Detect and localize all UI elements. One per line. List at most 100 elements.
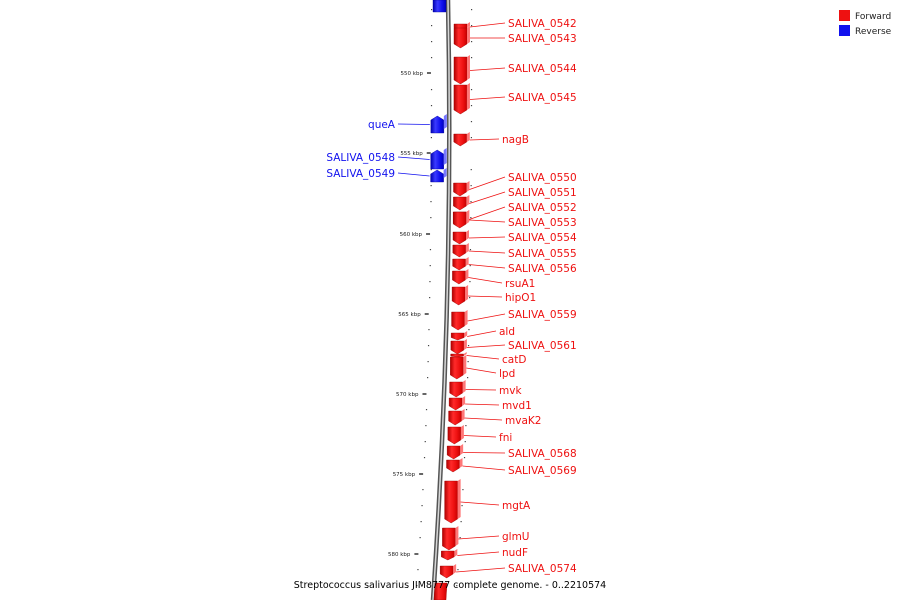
minor-tick (467, 361, 469, 363)
minor-tick (429, 281, 431, 283)
gene-saliva_0548-shape[interactable] (430, 149, 444, 170)
gene-fni-side (460, 425, 464, 440)
minor-tick (416, 585, 418, 587)
gene-fni-shape[interactable] (447, 426, 462, 445)
gene-saliva_0549-shape[interactable] (430, 169, 444, 183)
gene-rsua1-shape[interactable] (452, 270, 466, 285)
gene-saliva_0559-shape[interactable] (451, 311, 465, 331)
minor-tick (420, 521, 422, 523)
gene-saliva_0544-shape[interactable] (453, 56, 468, 85)
gene-saliva_0556-label[interactable]: SALIVA_0556 (508, 263, 577, 275)
gene-mvak2-shape[interactable] (448, 410, 462, 426)
minor-tick (470, 137, 473, 139)
gene-saliva_0574-label[interactable]: SALIVA_0574 (508, 563, 577, 575)
gene-saliva_0574-shape[interactable] (439, 565, 454, 579)
gene-saliva_0568-label[interactable]: SALIVA_0568 (508, 448, 577, 460)
gene-hipo1-shape[interactable] (451, 286, 466, 306)
gene-saliva_0559-label[interactable]: SALIVA_0559 (508, 309, 577, 321)
legend-forward-swatch (839, 10, 850, 21)
gene-mvk-shape[interactable] (449, 381, 463, 398)
gene-saliva_0569-label[interactable]: SALIVA_0569 (508, 465, 577, 477)
gene-callout-line (463, 435, 497, 438)
gene-callout-line (467, 313, 506, 322)
minor-tick (425, 409, 428, 411)
minor-tick (430, 217, 432, 219)
gene-saliva_0554-shape[interactable] (452, 231, 467, 245)
gene-callout-line (464, 417, 503, 421)
gene-quea-label[interactable]: queA (368, 119, 396, 131)
gene-saliva_0552-label[interactable]: SALIVA_0552 (508, 202, 577, 214)
gene-ald-shape[interactable] (450, 332, 465, 341)
gene-saliva_0543-label[interactable]: SALIVA_0543 (508, 33, 577, 45)
gene-saliva_0568-shape[interactable] (446, 445, 461, 460)
minor-tick (423, 457, 426, 459)
gene-saliva_0544-label[interactable]: SALIVA_0544 (508, 63, 577, 75)
gene-rsua1-label[interactable]: rsuA1 (505, 278, 535, 290)
minor-tick (427, 345, 430, 347)
gene-saliva_0551-label[interactable]: SALIVA_0551 (508, 187, 577, 199)
scale-ticks: 550 kbp 555 kbp 560 kbp 565 kbp 570 kbp 575 k… (388, 9, 473, 587)
gene-callout-line (463, 452, 506, 454)
minor-tick (468, 329, 470, 331)
gene-saliva_0561-label[interactable]: SALIVA_0561 (508, 340, 577, 352)
legend-reverse-label: Reverse (855, 27, 892, 37)
minor-tick (430, 57, 433, 59)
minor-tick (429, 249, 432, 251)
scale-tick-label: 560 kbp (400, 232, 423, 238)
gene-saliva_0555-shape[interactable] (452, 244, 467, 258)
minor-tick (459, 537, 461, 539)
gene-mgta-shape[interactable] (444, 480, 458, 524)
minor-tick (470, 217, 472, 219)
minor-tick (465, 409, 468, 411)
gene-catd-label[interactable]: catD (502, 354, 526, 366)
gene-saliva_0544-side (466, 55, 470, 80)
gene-partial-top-shape[interactable] (432, 0, 447, 13)
gene-callout-line (469, 138, 500, 141)
gene-lpd-shape[interactable] (450, 356, 464, 380)
gene-saliva_0550-shape[interactable] (453, 182, 467, 197)
gene-lpd-label[interactable]: lpd (499, 368, 515, 380)
gene-mvd1-shape[interactable] (448, 397, 463, 411)
gene-nudf-label[interactable]: nudF (502, 547, 528, 559)
gene-saliva_0550-label[interactable]: SALIVA_0550 (508, 172, 577, 184)
genome-caption: Streptococcus salivarius JIM8777 complet… (294, 580, 606, 591)
gene-saliva_0542-label[interactable]: SALIVA_0542 (508, 18, 577, 30)
gene-glmu-label[interactable]: glmU (502, 531, 530, 543)
gene-nagb-label[interactable]: nagB (502, 134, 529, 146)
gene-mvd1-side (462, 396, 466, 406)
gene-saliva_0555-label[interactable]: SALIVA_0555 (508, 248, 577, 260)
gene-catd-shape[interactable] (450, 353, 464, 358)
gene-quea-shape[interactable] (430, 115, 445, 134)
legend: Forward Reverse (839, 10, 892, 37)
gene-saliva_0549-label[interactable]: SALIVA_0549 (326, 168, 395, 180)
gene-saliva_0545-shape[interactable] (453, 84, 468, 115)
gene-saliva_0553-shape[interactable] (453, 211, 467, 229)
gene-nagb-shape[interactable] (453, 133, 467, 147)
gene-saliva_0554-label[interactable]: SALIVA_0554 (508, 232, 577, 244)
minor-tick (430, 105, 433, 107)
gene-callout-line (467, 330, 497, 337)
gene-saliva_0548-label[interactable]: SALIVA_0548 (326, 152, 395, 164)
gene-ald-label[interactable]: ald (499, 326, 515, 338)
gene-saliva_0569-shape[interactable] (446, 459, 460, 473)
scale-tick-label: 555 kbp (400, 151, 423, 157)
gene-callout-line (469, 96, 506, 100)
gene-saliva_0543-shape[interactable] (453, 27, 468, 49)
gene-nudf-shape[interactable] (441, 550, 455, 561)
gene-partial-bottom-shape[interactable] (433, 582, 448, 600)
gene-glmu-shape[interactable] (442, 527, 456, 551)
gene-mvd1-label[interactable]: mvd1 (502, 400, 532, 412)
gene-saliva_0556-shape[interactable] (452, 258, 466, 271)
minor-tick (469, 297, 471, 299)
gene-mvak2-label[interactable]: mvaK2 (505, 415, 541, 427)
gene-saliva_0545-label[interactable]: SALIVA_0545 (508, 92, 577, 104)
gene-mgta-label[interactable]: mgtA (502, 500, 531, 512)
gene-fni-label[interactable]: fni (499, 432, 512, 444)
gene-hipo1-label[interactable]: hipO1 (505, 292, 536, 304)
gene-saliva_0574-side (453, 564, 457, 574)
gene-saliva_0553-label[interactable]: SALIVA_0553 (508, 217, 577, 229)
gene-saliva_0561-shape[interactable] (450, 340, 465, 355)
gene-mvk-label[interactable]: mvk (499, 385, 522, 397)
gene-saliva_0551-shape[interactable] (453, 196, 467, 211)
